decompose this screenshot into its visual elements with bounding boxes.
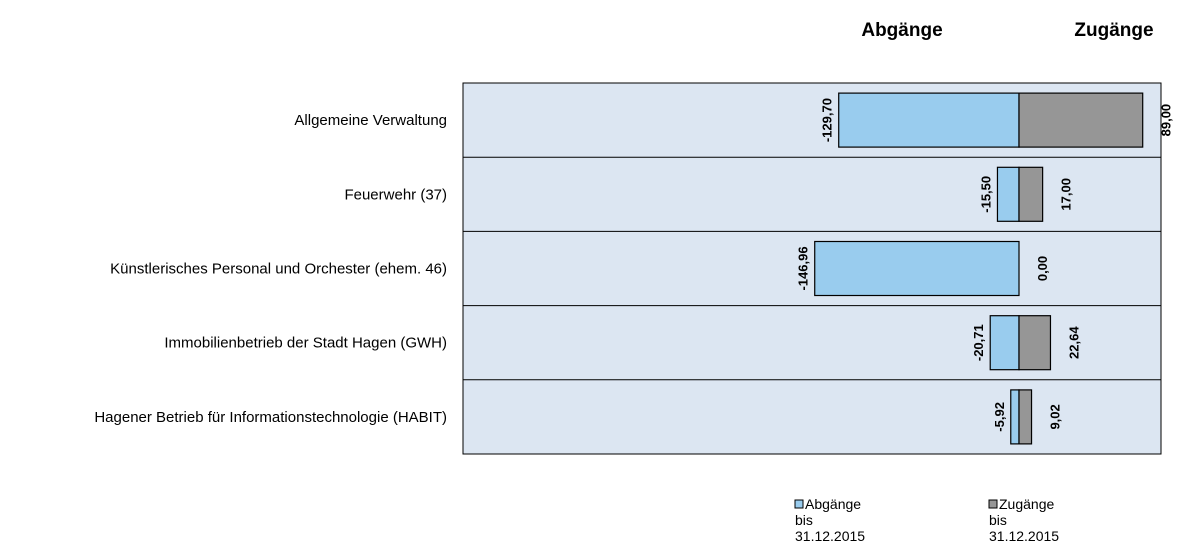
- legend-label-zugaenge: bis: [989, 512, 1007, 528]
- value-label-abgaenge: -5,92: [992, 402, 1007, 432]
- legend-label-abgaenge: Abgänge: [805, 496, 861, 512]
- bar-abgaenge-immobilienbetrieb-der-stadt-hagen-gwh: [989, 315, 1020, 371]
- bar-zugaenge-allgemeine-verwaltung: [1018, 92, 1144, 148]
- category-label-immobilienbetrieb-der-stadt-hagen-gwh: Immobilienbetrieb der Stadt Hagen (GWH): [164, 335, 447, 352]
- legend-label-zugaenge: 31.12.2015: [989, 528, 1059, 544]
- bars: [814, 92, 1144, 445]
- value-label-zugaenge: 17,00: [1059, 178, 1074, 211]
- value-label-zugaenge: 9,02: [1048, 404, 1063, 429]
- value-label-abgaenge: -146,96: [796, 246, 811, 290]
- value-label-zugaenge: 22,64: [1066, 326, 1081, 359]
- top-headers: Abgänge Zugänge: [861, 20, 1153, 41]
- value-label-abgaenge: -129,70: [820, 98, 835, 142]
- legend-label-abgaenge: bis: [795, 512, 813, 528]
- bar-zugaenge-immobilienbetrieb-der-stadt-hagen-gwh: [1018, 315, 1052, 371]
- category-label-hagener-betrieb-f-r-informationstechnologie-habit: Hagener Betrieb für Informationstechnolo…: [94, 409, 447, 426]
- category-labels: Allgemeine Verwaltung Feuerwehr (37) Künst…: [94, 112, 447, 426]
- bar-abgaenge-allgemeine-verwaltung: [838, 92, 1020, 148]
- legend-swatch-zugaenge: [988, 499, 998, 509]
- legend-label-zugaenge: Zugänge: [999, 496, 1054, 512]
- bar-zugaenge-hagener-betrieb-f-r-informationstechnologie-habit: [1018, 389, 1033, 445]
- value-label-zugaenge: 0,00: [1035, 256, 1050, 281]
- data-labels: -129,70 89,00 -15,50 17,00 -146,96 0,00 -20,71…: [796, 98, 1174, 432]
- header-zugaenge: Zugänge: [1074, 20, 1153, 41]
- bar-abgaenge-feuerwehr-37: [996, 166, 1020, 222]
- header-abgaenge: Abgänge: [861, 20, 942, 41]
- value-label-abgaenge: -15,50: [978, 176, 993, 213]
- category-label-k-nstlerisches-personal-und-orchester-ehem-46: Künstlerisches Personal und Orchester (e…: [110, 261, 447, 278]
- category-label-feuerwehr-37: Feuerwehr (37): [344, 186, 447, 203]
- bar-abgaenge-k-nstlerisches-personal-und-orchester-ehem-46: [814, 240, 1020, 297]
- value-label-abgaenge: -20,71: [971, 324, 986, 361]
- legend-label-abgaenge: 31.12.2015: [795, 528, 865, 544]
- bar-abgaenge-hagener-betrieb-f-r-informationstechnologie-habit: [1010, 389, 1020, 445]
- category-rows: [463, 156, 1161, 381]
- value-label-zugaenge: 89,00: [1159, 104, 1174, 137]
- legend-swatch-abgaenge: [794, 499, 804, 509]
- category-label-allgemeine-verwaltung: Allgemeine Verwaltung: [294, 112, 447, 129]
- bar-zugaenge-feuerwehr-37: [1018, 166, 1044, 222]
